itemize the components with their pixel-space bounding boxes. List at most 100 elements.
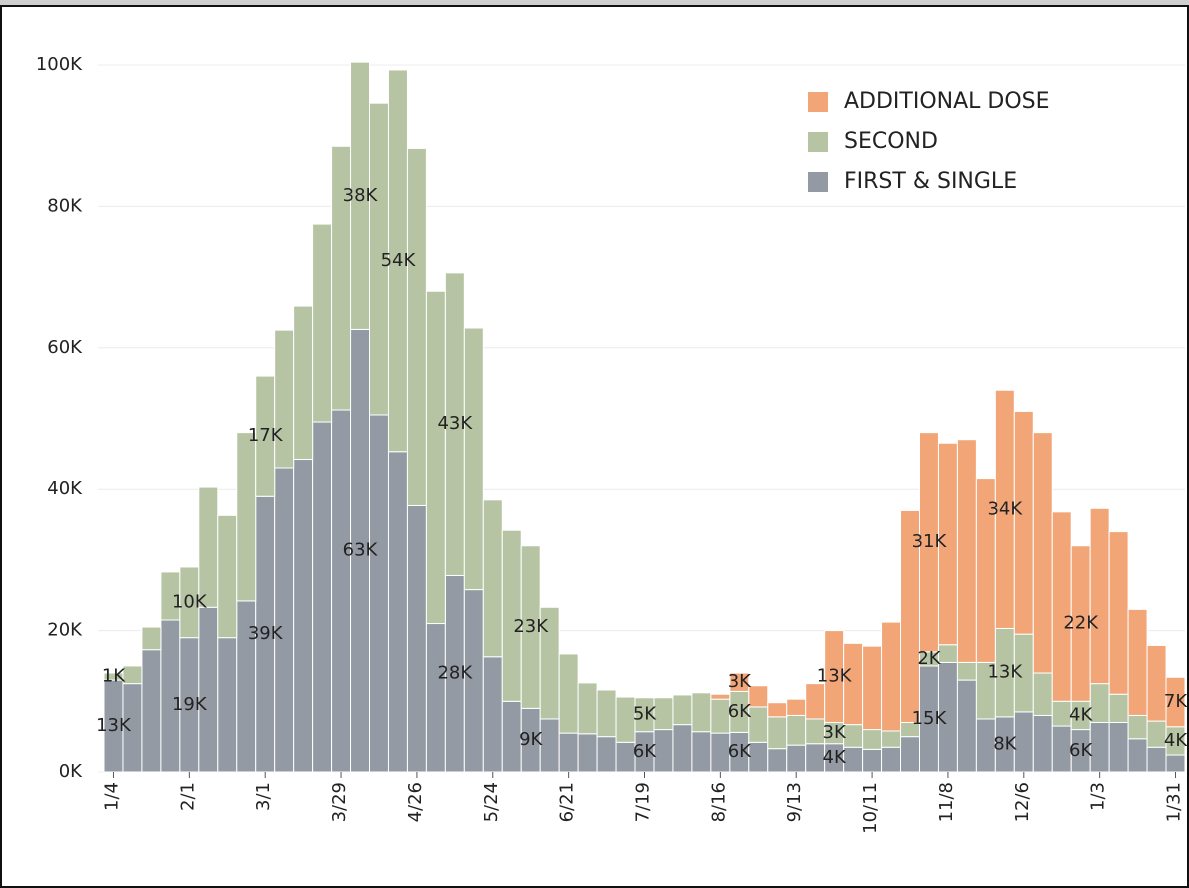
legend-swatch xyxy=(808,172,828,192)
bar-segment xyxy=(463,327,484,591)
bar-segment xyxy=(1146,746,1167,773)
bar-segment xyxy=(805,683,826,720)
bar-segment xyxy=(274,329,295,469)
bar-segment xyxy=(748,685,769,708)
x-tick-label: 1/4 xyxy=(101,782,122,811)
bar-segment xyxy=(653,729,674,773)
bar-segment xyxy=(748,706,769,743)
bar-segment xyxy=(1127,738,1148,773)
bar-segment xyxy=(293,459,314,773)
bar-segment xyxy=(1032,714,1053,773)
bar-segment xyxy=(236,432,257,602)
bar-segment xyxy=(312,223,333,423)
bar-segment xyxy=(596,736,617,773)
y-tick-label: 20K xyxy=(47,620,83,641)
y-tick-label: 40K xyxy=(47,478,83,499)
data-label: 4K xyxy=(823,747,847,768)
bar-segment xyxy=(122,665,143,685)
bar-segment xyxy=(1165,754,1186,773)
data-label: 17K xyxy=(248,425,284,446)
bar-segment xyxy=(1013,410,1034,635)
bar-segment xyxy=(198,486,219,608)
data-label: 4K xyxy=(1164,730,1188,751)
data-label: 54K xyxy=(381,250,417,271)
data-label: 3K xyxy=(823,722,847,743)
data-label: 2K xyxy=(917,648,941,669)
bar-segment xyxy=(1089,507,1110,685)
data-label: 13K xyxy=(96,715,132,736)
y-tick-label: 100K xyxy=(36,54,83,75)
bar-segment xyxy=(1165,676,1186,728)
bar-segment xyxy=(1127,608,1148,716)
legend-label: SECOND xyxy=(844,129,938,154)
data-label: 31K xyxy=(912,531,948,552)
bar-segment xyxy=(748,741,769,773)
data-label: 4K xyxy=(1069,704,1093,725)
bar-segment xyxy=(596,689,617,738)
bar-segment xyxy=(558,732,579,773)
bar-segment xyxy=(1108,693,1129,724)
bar-segment xyxy=(1013,711,1034,773)
legend-label: FIRST & SINGLE xyxy=(844,169,1017,194)
bar-segment xyxy=(653,697,674,731)
data-label: 43K xyxy=(437,413,473,434)
bar-segment xyxy=(672,724,693,773)
bar-segment xyxy=(956,679,977,773)
bar-segment xyxy=(767,748,788,773)
data-label: 34K xyxy=(987,498,1023,519)
bar-segment xyxy=(862,729,883,750)
y-tick-label: 80K xyxy=(47,195,83,216)
legend-swatch xyxy=(808,92,828,112)
x-tick-label: 3/1 xyxy=(253,782,274,811)
bar-segment xyxy=(881,730,902,748)
data-label: 6K xyxy=(633,741,657,762)
data-label: 19K xyxy=(172,694,208,715)
data-label: 63K xyxy=(343,540,379,561)
bar-segment xyxy=(577,733,598,773)
bar-segment xyxy=(141,649,162,773)
data-label: 38K xyxy=(343,185,379,206)
x-tick-label: 1/3 xyxy=(1088,782,1109,811)
bar-segment xyxy=(710,693,731,700)
bar-segment xyxy=(672,694,693,726)
bar-segment xyxy=(937,644,958,663)
data-label: 1K xyxy=(102,666,126,687)
bar-segment xyxy=(956,661,977,681)
bar-segment xyxy=(956,439,977,663)
bar-segment xyxy=(843,724,864,748)
bar-segment xyxy=(387,451,408,773)
x-tick-label: 5/24 xyxy=(481,782,502,822)
bar-segment xyxy=(425,623,446,773)
bar-segment xyxy=(1089,722,1110,773)
data-label: 6K xyxy=(728,741,752,762)
bar-segment xyxy=(1032,672,1053,716)
bar-segment xyxy=(900,736,920,773)
data-label: 7K xyxy=(1164,691,1188,712)
bar-segment xyxy=(862,748,883,773)
bar-segment xyxy=(217,514,238,639)
bar-segment xyxy=(482,499,503,658)
bar-segment xyxy=(786,744,807,773)
bar-segment xyxy=(1108,722,1129,773)
bar-segment xyxy=(786,698,807,716)
x-tick-label: 4/26 xyxy=(405,782,426,822)
x-tick-label: 1/31 xyxy=(1164,782,1185,822)
x-tick-label: 2/1 xyxy=(177,782,198,811)
bar-segment xyxy=(881,746,902,773)
bar-segment xyxy=(767,716,788,750)
data-label: 10K xyxy=(172,591,208,612)
bar-segment xyxy=(1089,683,1110,724)
y-tick-label: 0K xyxy=(59,761,83,782)
bar-segment xyxy=(1051,511,1072,702)
bar-segment xyxy=(691,692,712,733)
data-label: 6K xyxy=(1069,740,1093,761)
y-tick-label: 60K xyxy=(47,337,83,358)
x-tick-label: 3/29 xyxy=(329,782,350,822)
bar-segment xyxy=(691,731,712,773)
x-tick-label: 7/19 xyxy=(633,782,654,822)
x-tick-label: 9/13 xyxy=(784,782,805,822)
x-tick-label: 6/21 xyxy=(557,782,578,822)
bar-segment xyxy=(198,606,219,773)
data-label: 23K xyxy=(513,616,549,637)
